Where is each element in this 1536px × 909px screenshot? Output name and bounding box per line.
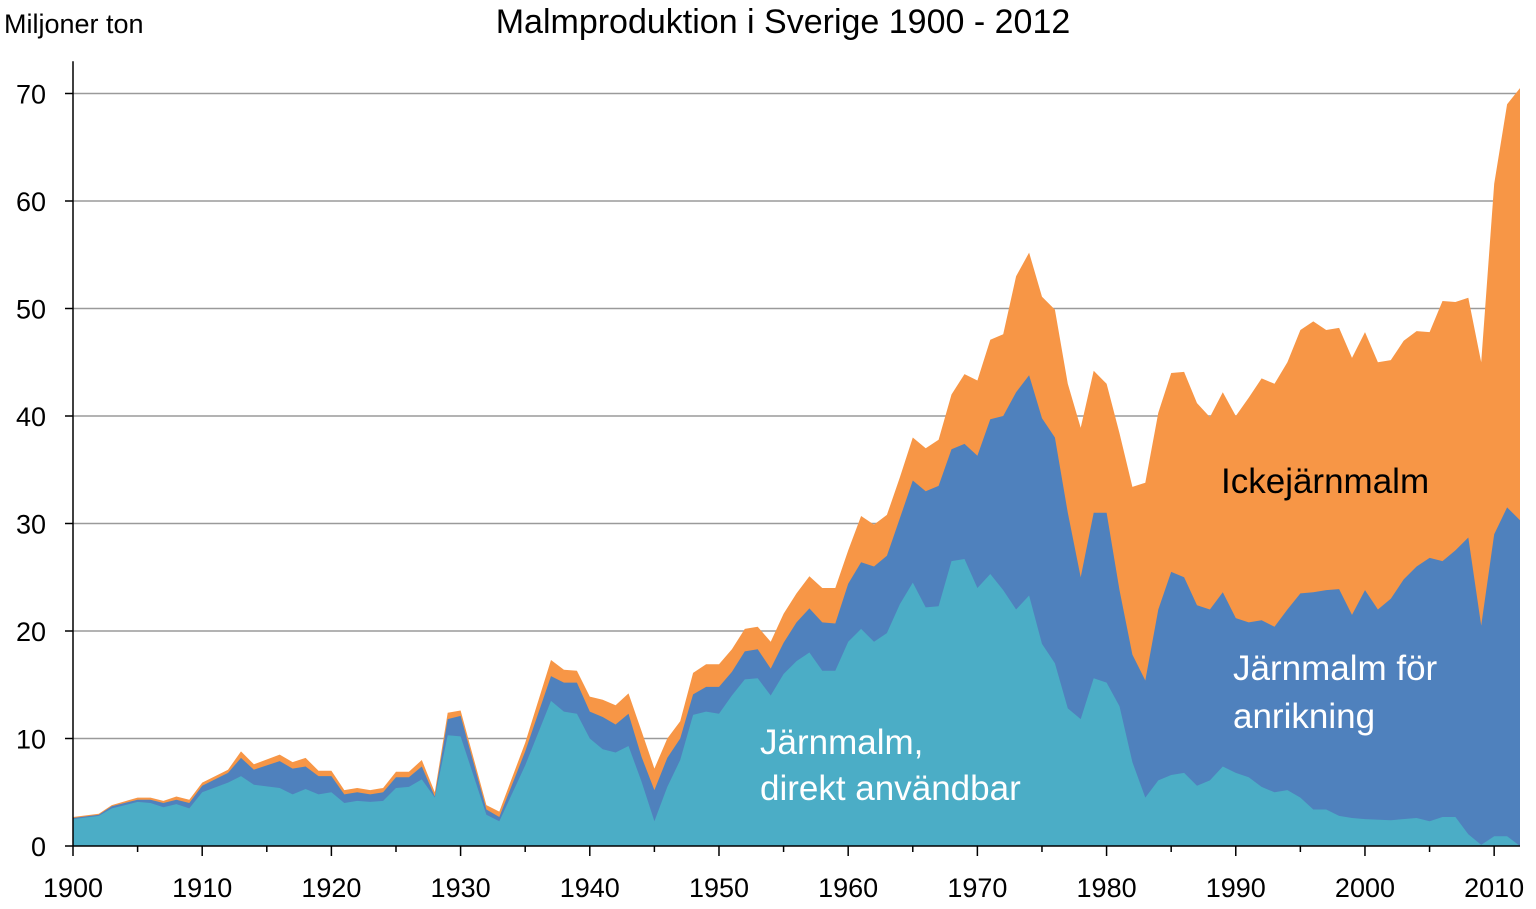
x-tick-label-1980: 1980 bbox=[1077, 873, 1137, 903]
x-tick-label-1900: 1900 bbox=[43, 873, 103, 903]
area-label-direct-line-0: Järnmalm, bbox=[760, 723, 923, 762]
x-tick-label-1940: 1940 bbox=[560, 873, 620, 903]
y-tick-label-60: 60 bbox=[16, 187, 46, 217]
x-tick-label-1920: 1920 bbox=[301, 873, 361, 903]
y-tick-label-70: 70 bbox=[16, 80, 46, 110]
x-tick-label-1930: 1930 bbox=[431, 873, 491, 903]
area-label-enrich: Järnmalm för anrikning bbox=[1233, 649, 1438, 736]
y-tick-label-50: 50 bbox=[16, 295, 46, 325]
x-tick-label-2000: 2000 bbox=[1335, 873, 1395, 903]
y-tick-label-10: 10 bbox=[16, 725, 46, 755]
x-tick-label-1990: 1990 bbox=[1206, 873, 1266, 903]
area-label-enrich-line-1: anrikning bbox=[1233, 697, 1375, 736]
chart-title: Malmproduktion i Sverige 1900 - 2012 bbox=[496, 3, 1071, 41]
x-tick-label-1950: 1950 bbox=[689, 873, 749, 903]
y-tick-label-20: 20 bbox=[16, 617, 46, 647]
area-labels: Järnmalm, direkt användbar Järnmalm för anr… bbox=[760, 462, 1438, 808]
area-label-nonferrous: Ickejärnmalm bbox=[1221, 462, 1429, 501]
x-tick-label-2010: 2010 bbox=[1464, 873, 1524, 903]
stacked-areas bbox=[73, 88, 1520, 847]
area-label-nonferrous-line-0: Ickejärnmalm bbox=[1221, 462, 1429, 501]
area-label-direct-line-1: direkt användbar bbox=[760, 769, 1021, 808]
x-tick-label-1960: 1960 bbox=[818, 873, 878, 903]
y-tick-label-40: 40 bbox=[16, 402, 46, 432]
x-tick-label-1910: 1910 bbox=[172, 873, 232, 903]
axes: 0 10 20 30 40 50 60 70 1900 1910 1920 1930 1940 1950 1… bbox=[16, 61, 1524, 903]
y-tick-label-30: 30 bbox=[16, 510, 46, 540]
gridlines bbox=[73, 92, 1520, 740]
y-tick-label-0: 0 bbox=[31, 832, 46, 862]
area-enrich bbox=[73, 375, 1520, 846]
area-direct bbox=[73, 559, 1520, 846]
x-tick-label-1970: 1970 bbox=[947, 873, 1007, 903]
area-label-enrich-line-0: Järnmalm för bbox=[1233, 649, 1438, 688]
area-label-direct: Järnmalm, direkt användbar bbox=[760, 723, 1021, 808]
y-unit-label: Miljoner ton bbox=[4, 9, 144, 39]
